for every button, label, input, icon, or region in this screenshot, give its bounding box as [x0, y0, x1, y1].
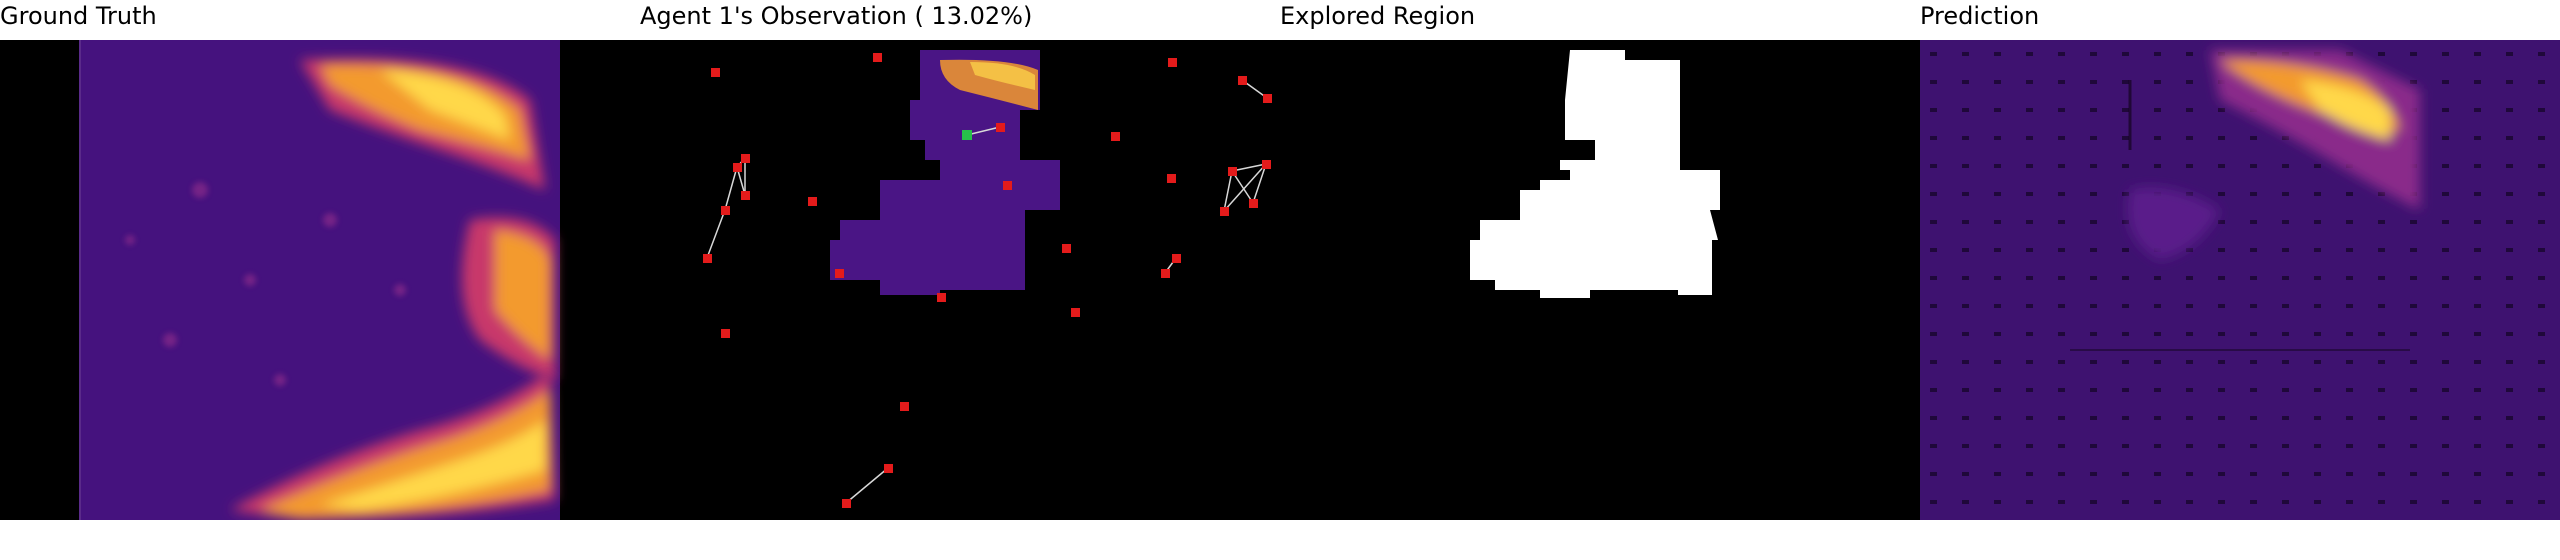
agent-marker [996, 123, 1005, 132]
agent-marker [835, 269, 844, 278]
agent-marker [741, 154, 750, 163]
observed-region [830, 50, 1060, 295]
agent-marker [1071, 308, 1080, 317]
agent-marker [1161, 269, 1170, 278]
agent-markers [703, 53, 1272, 508]
prediction-panel [1920, 40, 2560, 520]
agent-marker [1062, 244, 1071, 253]
agent-marker [1238, 76, 1247, 85]
agent-marker [842, 499, 851, 508]
explored-region-mask [1470, 50, 1720, 298]
agent-marker [721, 206, 730, 215]
prediction-heatmap [1920, 40, 2560, 520]
ground-truth-hot-top [300, 58, 545, 190]
agent-marker [873, 53, 882, 62]
agent-marker [711, 68, 720, 77]
ground-truth-panel [0, 40, 640, 520]
observation-map [703, 50, 1272, 508]
agent-marker [1263, 94, 1272, 103]
current-agent-marker [962, 130, 972, 140]
agent-marker [1228, 167, 1237, 176]
agent-marker [937, 293, 946, 302]
agent-marker [703, 254, 712, 263]
prediction-hot-region [2128, 50, 2420, 260]
agent-marker [1003, 181, 1012, 190]
agent-marker [1167, 174, 1176, 183]
ground-truth-hot-bottom [230, 370, 555, 520]
agent-marker [721, 329, 730, 338]
explored-region-panel [1280, 40, 1920, 520]
ground-truth-hot-right [462, 217, 555, 380]
ground-truth-title: Ground Truth [0, 2, 157, 30]
prediction-title: Prediction [1920, 2, 2040, 30]
explored-area [1470, 50, 1720, 298]
agent-marker [1172, 254, 1181, 263]
observation-panel [640, 40, 1280, 520]
agent-marker [1220, 207, 1229, 216]
agent-marker [1249, 199, 1258, 208]
agent-marker [1168, 58, 1177, 67]
agent-marker [741, 191, 750, 200]
observation-title: Agent 1's Observation ( 13.02%) [640, 2, 1033, 30]
agent-marker [1111, 132, 1120, 141]
agent-marker [884, 464, 893, 473]
agent-marker [733, 163, 742, 172]
agent-marker [808, 197, 817, 206]
agent-marker [900, 402, 909, 411]
explored-region-title: Explored Region [1280, 2, 1476, 30]
ground-truth-heatmap [79, 40, 560, 520]
agent-marker [1262, 160, 1271, 169]
